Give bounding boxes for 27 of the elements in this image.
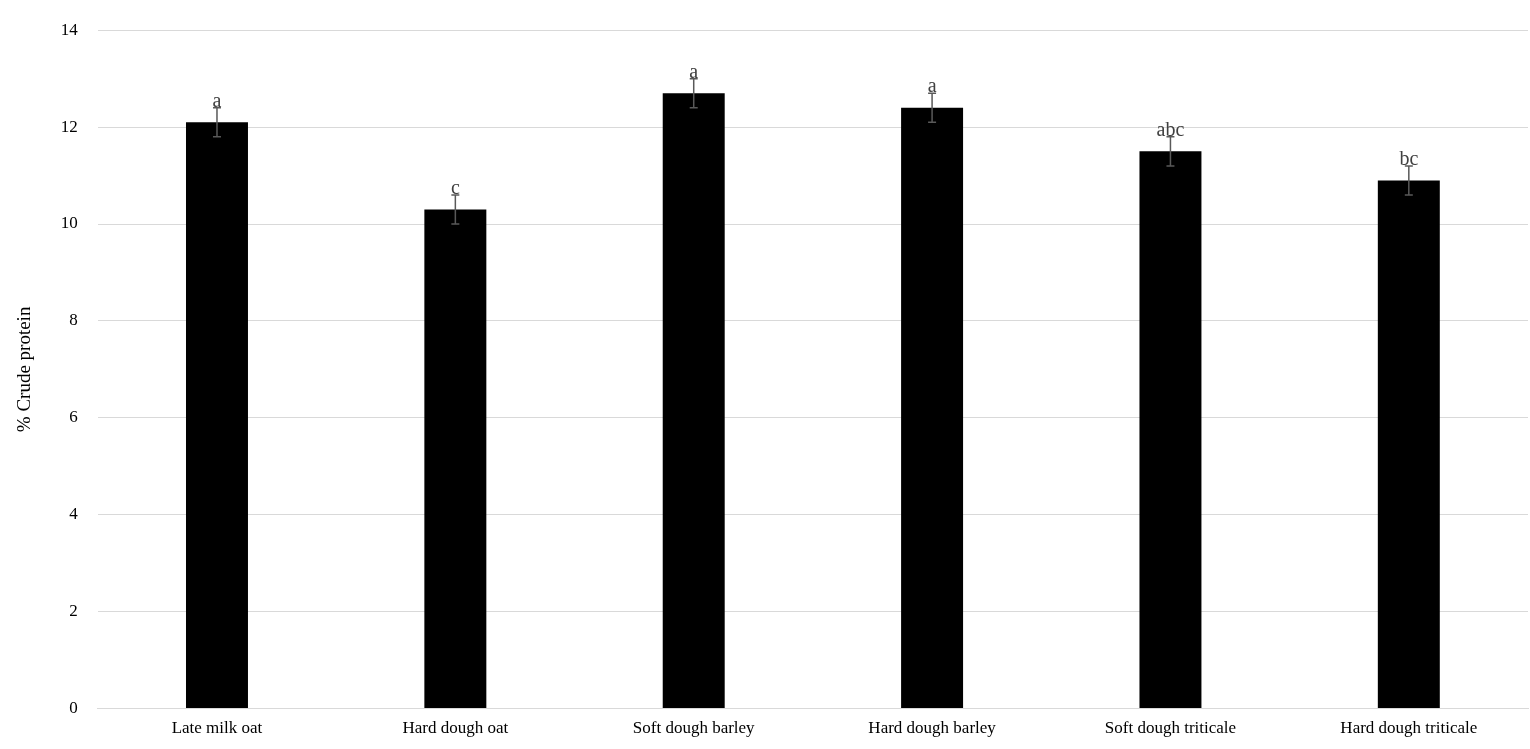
x-tick-label: Hard dough triticale [1340,718,1478,738]
annotation: c [450,176,460,199]
y-tick-label: 4 [69,504,79,524]
annotation: a [927,74,937,97]
annotation: a [212,88,222,111]
y-tick-label: 2 [69,601,78,621]
annotation: abc [1156,118,1185,141]
y-tick-label: 0 [69,698,78,718]
x-tick-label: Soft dough barley [632,718,756,738]
bar [662,93,725,709]
y-tick-label: 8 [69,310,78,330]
bar [901,107,964,709]
annotation: bc [1399,147,1419,170]
bar [1139,151,1202,709]
y-tick-label: 12 [60,116,78,136]
x-tick-label: Hard dough barley [868,718,997,738]
bar [186,122,248,709]
bar [1377,180,1440,709]
y-tick-label: 6 [69,407,78,427]
y-tick-label: 10 [60,213,78,233]
y-axis-title: % Crude protein [13,306,35,433]
x-tick-label: Hard dough oat [402,718,509,738]
x-tick-label: Soft dough triticale [1104,718,1237,738]
y-tick-label: 14 [60,19,79,39]
annotation: a [689,59,699,82]
bar [424,209,487,709]
x-tick-label: Late milk oat [171,718,263,738]
